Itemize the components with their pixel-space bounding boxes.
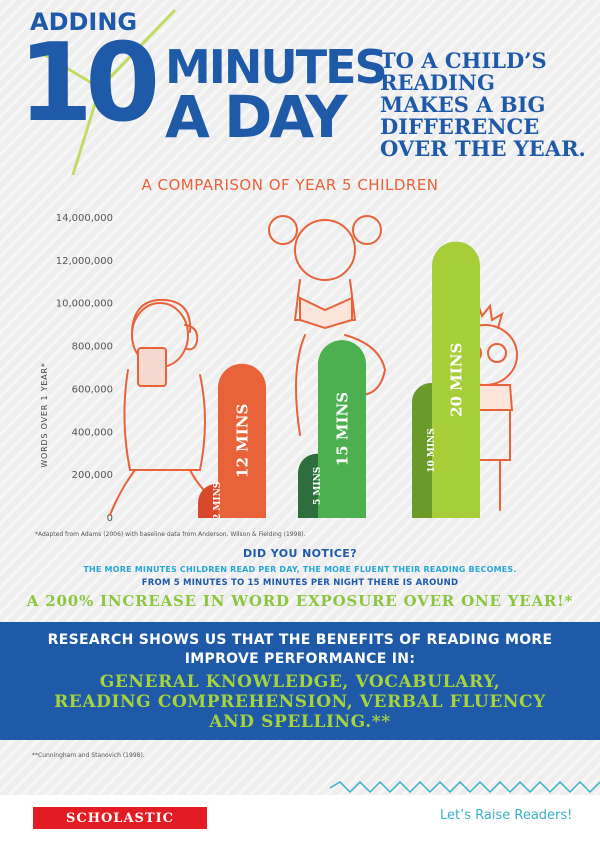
y-tick-label: 200,000 [72,470,113,481]
boy-with-tablet-illustration [109,298,226,516]
notice-highlight: A 200% INCREASE IN WORD EXPOSURE OVER ON… [26,592,574,610]
research-benefit-3: AND SPELLING.** [209,712,391,732]
research-benefit-1: GENERAL KNOWLEDGE, VOCABULARY, [99,672,501,692]
y-tick-label: 10,000,000 [56,299,113,310]
scholastic-logo: SCHOLASTIC [33,807,207,829]
y-axis-ticks: 14,000,000 12,000,000 10,000,000 800,000 600… [56,213,113,524]
y-tick-label: 800,000 [72,342,113,353]
y-tick-label: 12,000,000 [56,256,113,267]
bar-15-mins [318,340,366,518]
y-tick-label: 0 [107,513,113,524]
header-big-number: 10 [18,21,160,146]
notice-title: DID YOU NOTICE? [243,547,357,560]
header-subtitle-line: MAKES A BIG [380,92,546,117]
header-subtitle-line: DIFFERENCE [380,114,540,139]
header-subtitle-line: READING [380,70,495,95]
research-line-1: RESEARCH SHOWS US THAT THE BENEFITS OF R… [47,632,553,648]
chart-title: A COMPARISON OF YEAR 5 CHILDREN [141,176,438,194]
bar-label: 5 MINS [313,467,323,505]
header-minutes: MINUTES [165,40,388,94]
header-subtitle: TO A CHILD’S READING MAKES A BIG DIFFERE… [380,50,590,160]
girl-reading-illustration [268,215,387,436]
slogan: Let’s Raise Readers! [440,808,573,823]
header-subtitle-line: TO A CHILD’S [380,48,547,73]
citation: **Cunningham and Stanovich (1998). [32,752,145,759]
header-subtitle-line: OVER THE YEAR. [380,136,586,161]
bar-label: 12 MINS [233,404,251,478]
notice-line-1: THE MORE MINUTES CHILDREN READ PER DAY, … [83,565,517,574]
clock-hands-decoration [44,8,177,175]
y-axis-label: WORDS OVER 1 YEAR* [40,362,49,467]
bar-20-mins [432,241,480,519]
header: ADDING 10 MINUTES A DAY TO A CHILD’S REA… [0,0,600,175]
y-tick-label: 600,000 [72,384,113,395]
bar-label: 15 MINS [333,392,351,466]
y-tick-label: 14,000,000 [56,213,113,224]
bar-labels: 2 MINS 12 MINS 5 MINS 15 MINS 10 MINS 20 MINS [213,343,465,520]
wave-decoration [330,780,600,794]
bar-label: 20 MINS [447,343,465,417]
research-benefit-2: READING COMPREHENSION, VERBAL FLUENCY [54,692,546,712]
notice-line-2: FROM 5 MINUTES TO 15 MINUTES PER NIGHT T… [141,578,459,588]
bar-label: 10 MINS [427,428,437,473]
header-a-day: A DAY [165,83,348,151]
header-adding: ADDING [30,8,138,36]
source-note: *Adapted from Adams (2006) with baseline… [35,531,306,538]
research-line-2: IMPROVE PERFORMANCE IN: [184,651,416,667]
bar-label: 2 MINS [213,482,223,520]
research-band: RESEARCH SHOWS US THAT THE BENEFITS OF R… [0,622,600,740]
bars [198,241,480,519]
y-tick-label: 400,000 [72,427,113,438]
bar-12-mins [218,363,266,518]
word-exposure-chart: A COMPARISON OF YEAR 5 CHILDREN WORDS OV… [40,176,518,524]
